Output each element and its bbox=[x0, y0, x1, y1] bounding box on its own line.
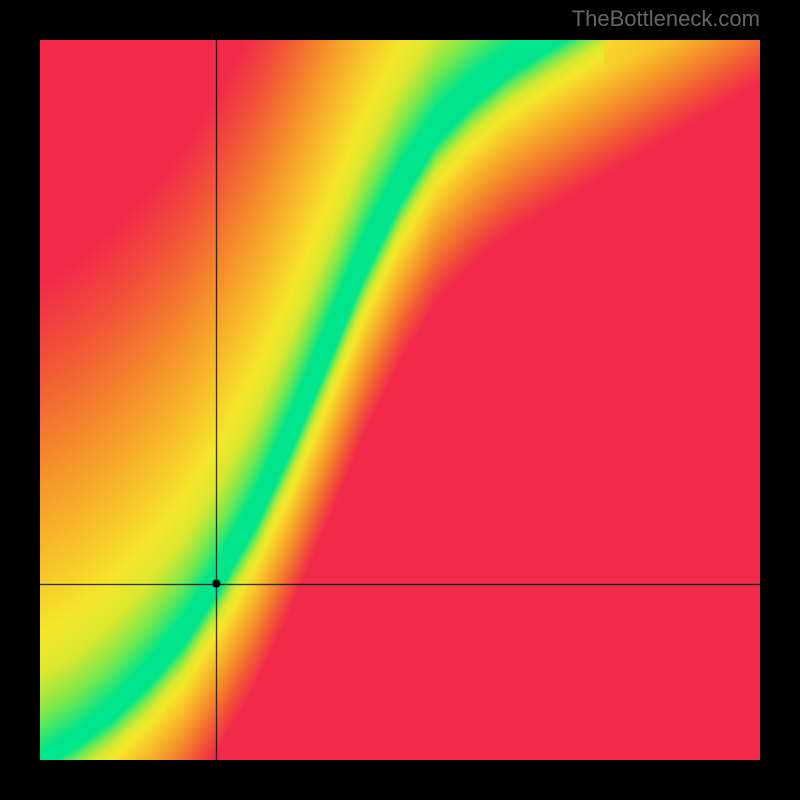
chart-frame: TheBottleneck.com bbox=[0, 0, 800, 800]
heatmap-plot-area bbox=[40, 40, 760, 760]
watermark-text: TheBottleneck.com bbox=[572, 6, 760, 32]
heatmap-canvas bbox=[40, 40, 760, 760]
